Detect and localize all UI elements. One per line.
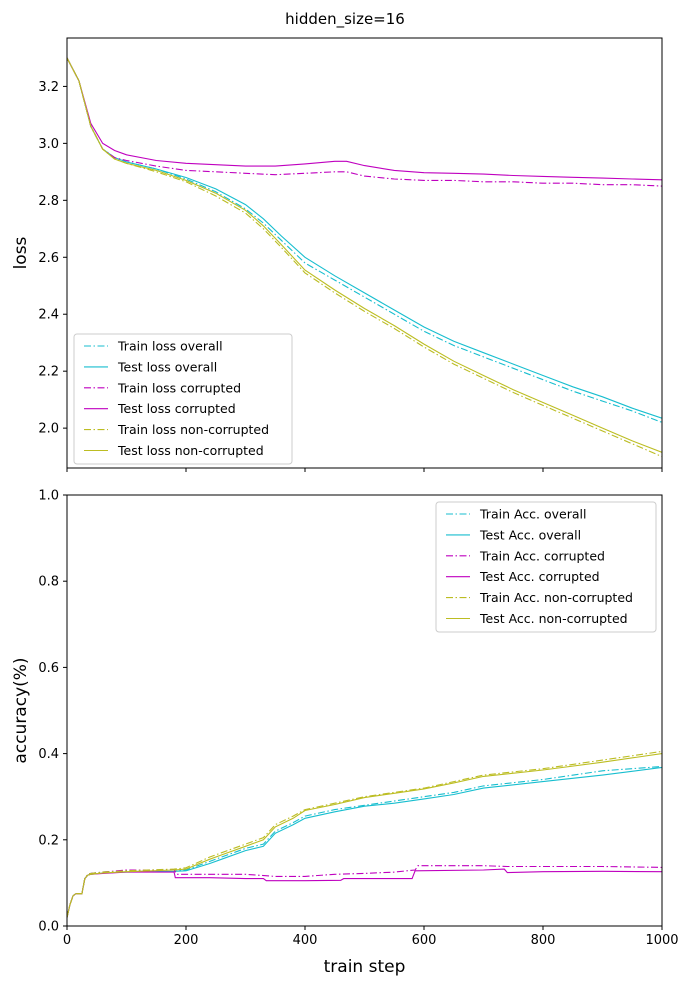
y-tick-label: 0.4 <box>38 747 59 762</box>
y-axis-label: loss <box>11 236 31 269</box>
figure-title: hidden_size=16 <box>285 10 405 29</box>
legend: Train Acc. overall Test Acc. overall Train… <box>435 501 657 633</box>
series-line-1 <box>67 766 662 918</box>
series-line-3 <box>67 57 662 181</box>
y-tick-label: 0.6 <box>38 661 59 676</box>
loss-panel: 2.0 2.2 2.4 2.6 2.8 3.0 3.2 loss Train loss over… <box>11 37 663 472</box>
legend-label: Train loss overall <box>117 339 223 354</box>
x-tick-label: 1000 <box>645 933 678 948</box>
legend-box <box>435 501 657 633</box>
x-tick-label: 0 <box>63 933 71 948</box>
accuracy-panel: 0 200 400 600 800 1000 0.0 0.2 0.4 0.6 0.8 1.0 accur… <box>11 489 679 978</box>
y-tick-label: 2.0 <box>38 422 59 437</box>
legend: Train loss overall Test loss overall Train… <box>73 333 293 465</box>
legend-label: Test Acc. non-corrupted <box>479 611 628 626</box>
x-tick-label: 800 <box>531 933 556 948</box>
y-tick-label: 0.2 <box>38 833 59 848</box>
legend-label: Train Acc. corrupted <box>479 548 605 563</box>
series-line-2 <box>67 57 662 187</box>
legend-label: Test loss non-corrupted <box>117 443 264 458</box>
series-line-0 <box>67 765 662 918</box>
x-tick-label: 600 <box>412 933 437 948</box>
x-tick-label: 400 <box>293 933 318 948</box>
y-tick-label: 2.4 <box>38 308 59 323</box>
y-tick-label: 2.6 <box>38 251 59 266</box>
series-line-3 <box>67 868 662 918</box>
series-line-2 <box>67 865 662 918</box>
legend-label: Test loss corrupted <box>117 401 236 416</box>
y-tick-label: 0.0 <box>38 920 59 935</box>
y-axis-label: accuracy(%) <box>11 657 31 763</box>
legend-box <box>73 333 293 465</box>
y-tick-label: 0.8 <box>38 575 59 590</box>
series-line-4 <box>67 750 662 918</box>
axes-frame <box>66 37 663 469</box>
y-tick-label: 3.0 <box>38 137 59 152</box>
series-line-5 <box>67 753 662 918</box>
x-axis-label: train step <box>324 957 406 977</box>
legend-label: Test Acc. corrupted <box>479 569 600 584</box>
legend-label: Test Acc. overall <box>479 527 581 542</box>
legend-label: Train Acc. overall <box>479 507 586 522</box>
y-tick-label: 2.8 <box>38 194 59 209</box>
axes-frame <box>66 494 663 927</box>
legend-label: Train loss non-corrupted <box>117 422 269 437</box>
legend-label: Train Acc. non-corrupted <box>479 590 633 605</box>
y-tick-label: 2.2 <box>38 365 59 380</box>
y-tick-label: 3.2 <box>38 80 59 95</box>
legend-label: Train loss corrupted <box>117 380 241 395</box>
y-tick-label: 1.0 <box>38 489 59 504</box>
legend-label: Test loss overall <box>117 359 217 374</box>
series-line-5 <box>67 57 662 453</box>
x-tick-label: 200 <box>174 933 199 948</box>
